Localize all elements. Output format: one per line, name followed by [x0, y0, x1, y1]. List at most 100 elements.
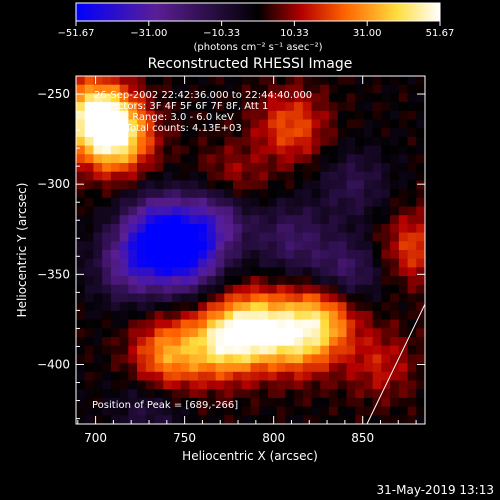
heatmap-cell — [311, 415, 321, 424]
heatmap-cell — [285, 206, 295, 216]
heatmap-cell — [154, 145, 164, 155]
heatmap-cell — [93, 128, 103, 138]
heatmap-cell — [110, 284, 121, 295]
heatmap-cell — [189, 136, 199, 147]
heatmap-cell — [154, 293, 164, 303]
heatmap-cell — [102, 163, 112, 173]
heatmap-cell — [267, 232, 278, 242]
heatmap-cell — [267, 136, 278, 147]
heatmap-cell — [137, 310, 147, 321]
heatmap-cell — [233, 267, 243, 277]
heatmap-cell — [372, 345, 382, 355]
heatmap-cell — [381, 171, 391, 181]
heatmap-cell — [102, 354, 112, 364]
heatmap-cell — [93, 406, 103, 416]
heatmap-cell — [154, 206, 164, 216]
heatmap-cell — [171, 267, 182, 277]
heatmap-cell — [259, 93, 269, 103]
heatmap-cell — [311, 397, 321, 408]
heatmap-cell — [215, 389, 225, 399]
heatmap-cell — [250, 84, 260, 94]
heatmap-cell — [224, 180, 234, 190]
heatmap-cell — [294, 119, 304, 129]
heatmap-cell — [189, 154, 199, 164]
heatmap-cell — [119, 93, 129, 103]
heatmap-cell — [355, 406, 365, 416]
heatmap-cell — [363, 310, 374, 321]
heatmap-cell — [76, 189, 86, 199]
heatmap-cell — [84, 337, 95, 347]
heatmap-cell — [198, 293, 208, 303]
heatmap-cell — [398, 232, 409, 242]
heatmap-cell — [398, 302, 409, 312]
heatmap-cell — [259, 250, 269, 260]
heatmap-cell — [276, 363, 286, 373]
heatmap-cell — [128, 206, 138, 216]
heatmap-cell — [233, 258, 243, 268]
heatmap-cell — [215, 206, 225, 216]
heatmap-cell — [206, 363, 217, 373]
heatmap-cell — [355, 145, 365, 155]
heatmap-cell — [128, 102, 138, 112]
heatmap-cell — [198, 171, 208, 181]
heatmap-cell — [128, 354, 138, 364]
heatmap-cell — [346, 267, 356, 277]
heatmap-cell — [381, 206, 391, 216]
heatmap-cell — [241, 250, 252, 260]
heatmap-cell — [259, 154, 269, 164]
heatmap-cell — [302, 258, 313, 268]
heatmap-cell — [76, 215, 86, 225]
heatmap-cell — [154, 389, 164, 399]
heatmap-cell — [119, 284, 129, 295]
heatmap-cell — [171, 136, 182, 147]
heatmap-cell — [137, 84, 147, 94]
heatmap-cell — [285, 154, 295, 164]
heatmap-cell — [294, 136, 304, 147]
heatmap-cell — [285, 389, 295, 399]
heatmap-cell — [93, 119, 103, 129]
plot-frame — [75, 75, 426, 425]
heatmap-cell — [267, 110, 278, 121]
heatmap-cell — [84, 250, 95, 260]
heatmap-cell — [355, 302, 365, 312]
heatmap-cell — [381, 415, 391, 424]
heatmap-cell — [329, 389, 339, 399]
heatmap-cell — [346, 206, 356, 216]
heatmap-cell — [224, 93, 234, 103]
heatmap-cell — [294, 371, 304, 382]
heatmap-cell — [337, 223, 348, 234]
heatmap-cell — [119, 276, 129, 286]
heatmap-cell — [137, 206, 147, 216]
heatmap-cell — [76, 337, 86, 347]
heatmap-cell — [102, 363, 112, 373]
heatmap-cell — [84, 84, 95, 94]
heatmap-cell — [171, 371, 182, 382]
heatmap-cell — [171, 93, 182, 103]
heatmap-cell — [390, 302, 400, 312]
heatmap-cell — [189, 119, 199, 129]
heatmap-cell — [206, 258, 217, 268]
heatmap-cell — [276, 84, 286, 94]
heatmap-cell — [180, 415, 191, 424]
heatmap-cell — [180, 241, 191, 251]
heatmap-cell — [311, 232, 321, 242]
heatmap-cell — [180, 276, 191, 286]
heatmap-cell — [241, 363, 252, 373]
heatmap-cell — [416, 171, 425, 181]
heatmap-cell — [416, 180, 425, 190]
heatmap-cell — [250, 363, 260, 373]
heatmap-cell — [145, 380, 156, 390]
heatmap-cell — [320, 189, 330, 199]
heatmap-cell — [189, 84, 199, 94]
heatmap-cell — [329, 415, 339, 424]
heatmap-cell — [311, 354, 321, 364]
heatmap-cell — [145, 363, 156, 373]
heatmap-cell — [137, 145, 147, 155]
heatmap-cell — [259, 284, 269, 295]
heatmap-cell — [233, 232, 243, 242]
heatmap-cell — [180, 215, 191, 225]
heatmap-cell — [215, 136, 225, 147]
heatmap-cell — [302, 337, 313, 347]
heatmap-cell — [163, 302, 173, 312]
heatmap-cell — [337, 136, 348, 147]
